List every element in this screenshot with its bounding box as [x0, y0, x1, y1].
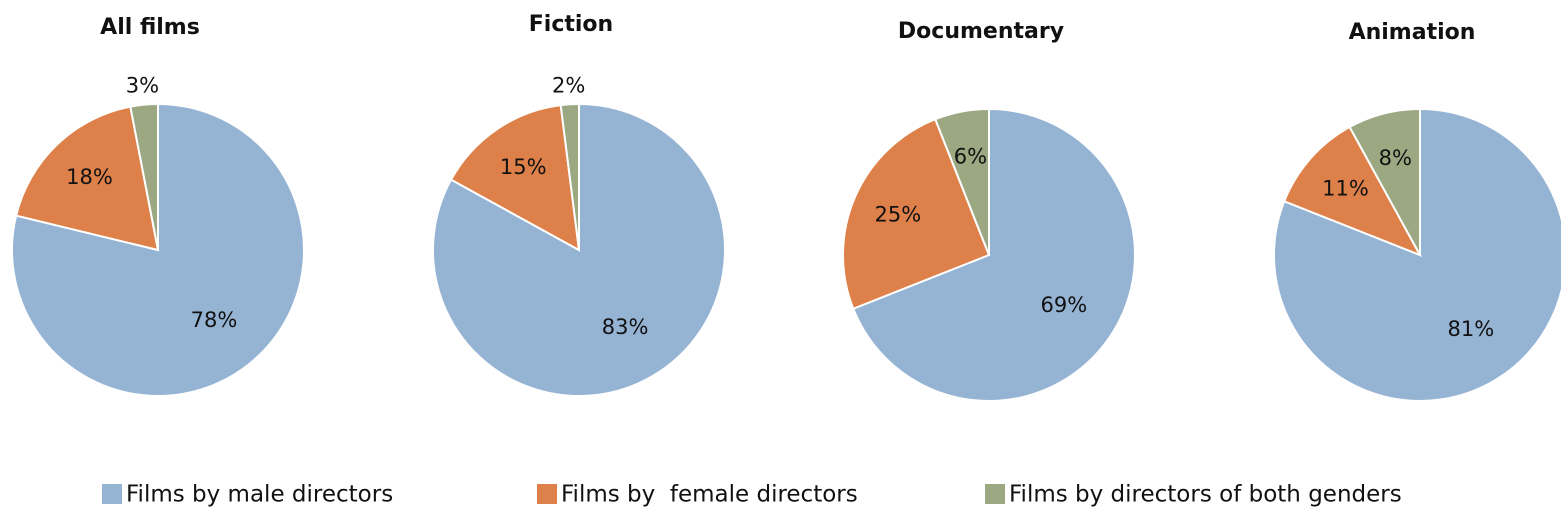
pie-slice: [1348, 107, 1421, 256]
pie-slice: [129, 102, 159, 251]
chart-title: All films: [100, 15, 200, 40]
data-label: 2%: [552, 73, 585, 97]
pie-slice: [14, 105, 160, 252]
pie-slice: [851, 107, 1136, 402]
pie-slice: [559, 102, 580, 251]
data-label: 83%: [602, 315, 649, 339]
data-label: 69%: [1041, 293, 1088, 317]
legend-swatch: [985, 484, 1005, 504]
data-label: 81%: [1448, 317, 1495, 341]
data-label: 25%: [875, 203, 922, 227]
legend-swatch: [102, 484, 122, 504]
data-label: 15%: [500, 155, 547, 179]
pie-slice: [1282, 125, 1423, 257]
legend-label: Films by female directors: [561, 482, 858, 508]
data-label: 6%: [954, 144, 987, 168]
data-label: 78%: [191, 308, 238, 332]
pie-slice: [933, 107, 990, 256]
pie-slice: [449, 104, 581, 252]
pie-slice: [842, 117, 991, 311]
chart-title: Documentary: [898, 19, 1064, 44]
chart-title: Fiction: [529, 12, 613, 37]
chart-title: Animation: [1349, 20, 1476, 45]
data-label: 11%: [1322, 176, 1369, 200]
data-label: 3%: [126, 74, 159, 98]
legend-swatch: [537, 484, 557, 504]
data-label: 18%: [66, 165, 113, 189]
legend-label: Films by male directors: [126, 482, 393, 508]
legend-label: Films by directors of both genders: [1009, 482, 1402, 508]
data-label: 8%: [1379, 146, 1412, 170]
